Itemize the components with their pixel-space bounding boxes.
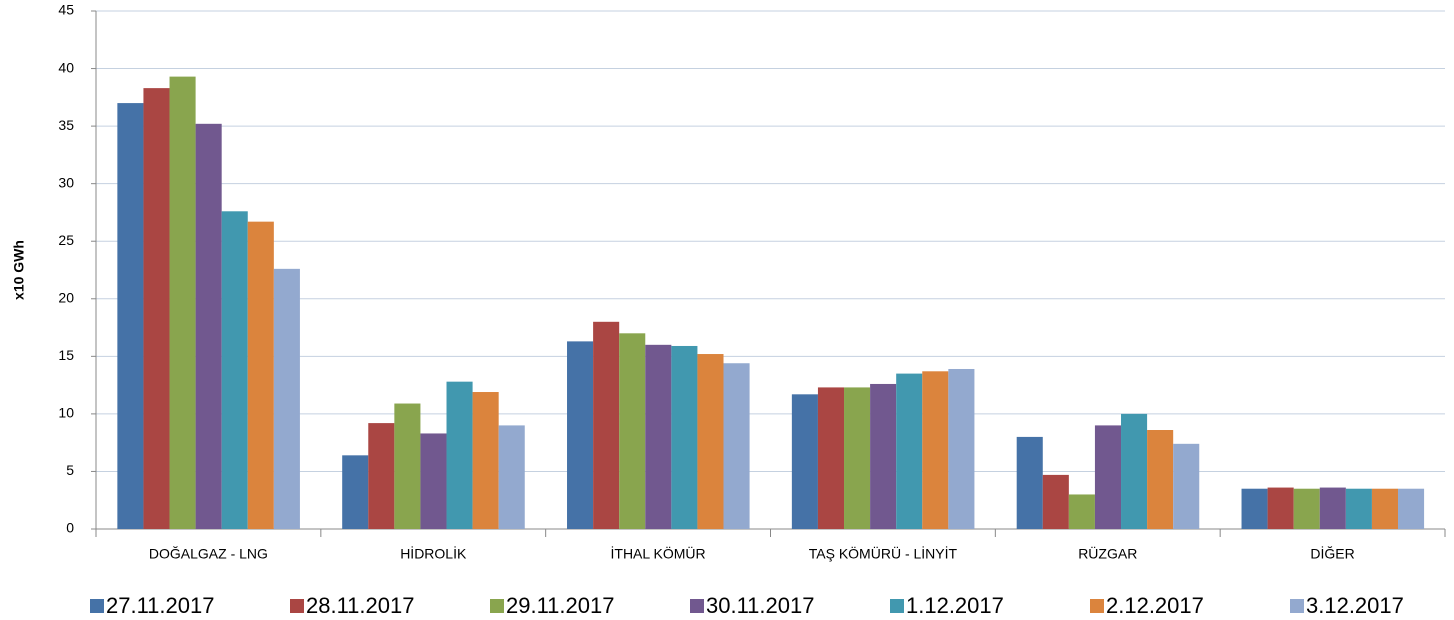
bar [472,392,499,529]
legend-swatch [490,599,504,613]
bar [844,387,871,529]
legend-swatch [290,599,304,613]
y-tick-label: 5 [66,462,74,478]
legend-swatch [690,599,704,613]
x-tick-label: HİDROLİK [400,545,467,562]
bar [1371,488,1399,529]
bar [723,363,750,529]
bar [1173,443,1200,529]
bar [922,371,949,529]
x-tick-label: DİĞER [1310,545,1354,562]
legend-label: 3.12.2017 [1306,593,1404,618]
bar [1241,488,1268,529]
bar [368,423,395,529]
x-tick-label: TAŞ KÖMÜRÜ - LİNYİT [809,545,958,562]
bar [593,321,620,529]
legend-label: 2.12.2017 [1106,593,1204,618]
y-tick-label: 0 [66,520,74,536]
bar [791,394,818,529]
legend-label: 1.12.2017 [906,593,1004,618]
bar [1068,494,1095,529]
bar [1147,430,1174,529]
y-tick-label: 15 [58,347,74,363]
legend-swatch [90,599,104,613]
bar [645,344,672,529]
y-tick-label: 30 [58,174,74,190]
legend-swatch [1290,599,1304,613]
bar [394,403,421,529]
bar [498,425,525,529]
bar [817,387,845,529]
bar [1267,487,1294,529]
bar [1042,474,1069,529]
legend-swatch [1090,599,1104,613]
x-tick-label: İTHAL KÖMÜR [611,545,706,562]
bar [1094,425,1122,529]
y-tick-label: 40 [58,59,74,75]
y-tick-label: 20 [58,289,74,305]
legend-label: 29.11.2017 [506,593,614,618]
bar [169,76,196,529]
bar [143,88,170,529]
bar [221,211,248,529]
x-tick-label: DOĞALGAZ - LNG [149,546,268,562]
bar [1398,488,1425,529]
bar [619,333,646,529]
bar [948,368,975,529]
bar [1016,436,1043,529]
bar [1121,413,1148,529]
y-tick-label: 10 [58,405,74,421]
legend-label: 28.11.2017 [306,593,414,618]
y-tick-label: 25 [58,232,74,248]
bar [1345,488,1372,529]
bar [117,103,144,529]
bar [273,268,300,529]
bar [195,123,222,529]
bar [1293,488,1320,529]
bar [870,383,897,529]
x-tick-label: RÜZGAR [1078,545,1137,562]
bar [342,455,369,529]
y-axis-label: x10 GWh [11,240,27,300]
bar [671,345,698,529]
legend-swatch [890,599,904,613]
bar [697,354,724,529]
bar [420,433,447,529]
bar [896,373,923,529]
bar [1319,487,1346,529]
bar [247,221,274,530]
y-tick-label: 45 [58,2,74,18]
legend-label: 27.11.2017 [106,593,214,618]
legend-label: 30.11.2017 [706,593,814,618]
y-tick-label: 35 [58,117,74,133]
bar [446,381,473,529]
bar [567,341,594,529]
